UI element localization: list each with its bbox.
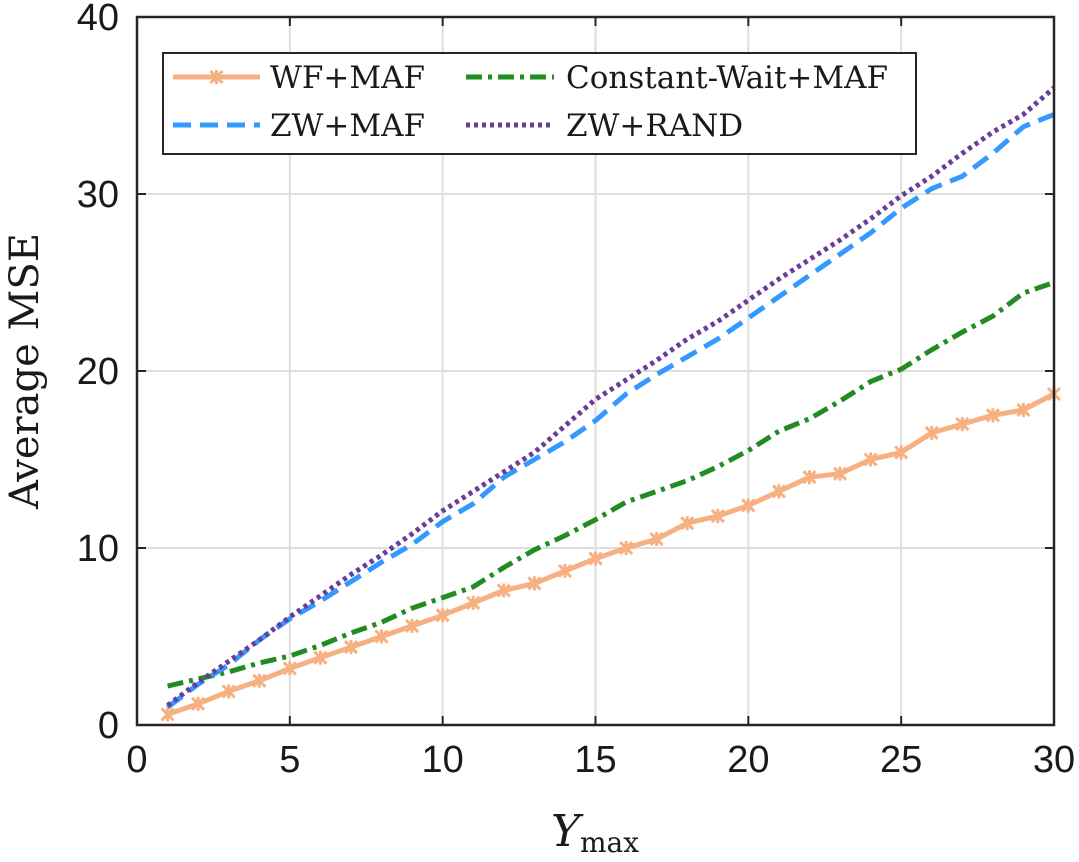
data-point xyxy=(924,425,939,440)
data-point xyxy=(985,408,1000,423)
data-point xyxy=(282,661,297,676)
data-point xyxy=(741,498,756,513)
legend-label-constant-wait-maf: Constant-Wait+MAF xyxy=(566,60,888,96)
data-point xyxy=(680,516,695,531)
series-line-zw-maf xyxy=(166,112,1055,710)
series-zw-rand xyxy=(166,85,1056,708)
legend-entry-zw-maf: ZW+MAF xyxy=(173,108,425,144)
data-point xyxy=(832,466,848,481)
data-point xyxy=(802,470,817,485)
legend-marker-wf-maf xyxy=(209,69,224,85)
y-tick-label: 10 xyxy=(77,528,119,570)
data-point xyxy=(1016,402,1031,417)
series-layer xyxy=(160,85,1062,722)
data-point xyxy=(649,532,664,547)
data-point xyxy=(343,640,359,655)
x-axis-label: Ymax xyxy=(551,806,639,859)
data-point xyxy=(221,684,236,699)
legend-label-zw-rand: ZW+RAND xyxy=(566,108,743,144)
data-point xyxy=(252,673,267,688)
legend-box xyxy=(162,52,917,155)
data-point xyxy=(435,608,450,623)
data-point xyxy=(588,551,603,566)
data-point xyxy=(374,629,389,644)
x-axis-label-subscript: max xyxy=(580,826,639,859)
x-tick-label: 5 xyxy=(279,739,300,781)
x-tick-label: 15 xyxy=(574,739,616,781)
series-line-zw-rand xyxy=(166,85,1056,708)
data-point xyxy=(191,696,206,711)
tick-marks xyxy=(136,16,1055,726)
series-line-constant-wait-maf xyxy=(167,280,1055,689)
data-point xyxy=(894,445,909,460)
data-point xyxy=(527,576,542,591)
legend-entry-wf-maf: WF+MAF xyxy=(173,60,425,96)
y-tick-label: 20 xyxy=(77,351,119,393)
series-constant-wait-maf xyxy=(167,280,1055,689)
data-point xyxy=(466,595,481,610)
series-wf-maf xyxy=(160,386,1062,722)
y-tick-label: 40 xyxy=(77,0,119,39)
tick-labels: 0 5 10 15 20 25 30 0 10 20 30 40 xyxy=(77,0,1075,781)
data-point xyxy=(619,540,634,556)
series-zw-maf xyxy=(166,112,1055,710)
data-point xyxy=(955,417,970,432)
legend-label-wf-maf: WF+MAF xyxy=(270,60,425,96)
legend-entry-constant-wait-maf: Constant-Wait+MAF xyxy=(466,60,888,96)
x-tick-label: 20 xyxy=(727,739,769,781)
data-point xyxy=(863,452,878,467)
x-axis-label-main: Y xyxy=(551,806,584,857)
x-tick-label: 0 xyxy=(126,739,147,781)
data-point xyxy=(557,563,572,579)
x-tick-label: 30 xyxy=(1033,739,1075,781)
legend-entry-zw-rand: ZW+RAND xyxy=(466,108,743,144)
y-tick-label: 0 xyxy=(98,705,119,747)
data-point xyxy=(313,650,328,665)
y-axis-label: Average MSE xyxy=(2,233,48,510)
legend: WF+MAF Constant-Wait+MAF ZW+MAF ZW+RAND xyxy=(162,52,917,155)
y-tick-label: 30 xyxy=(77,174,119,216)
x-tick-label: 25 xyxy=(880,739,922,781)
data-point xyxy=(160,707,175,722)
data-point xyxy=(710,509,725,524)
legend-label-zw-maf: ZW+MAF xyxy=(270,108,425,144)
data-point xyxy=(405,618,420,633)
data-point xyxy=(496,583,511,598)
data-point xyxy=(771,484,786,499)
x-tick-label: 10 xyxy=(422,739,464,781)
